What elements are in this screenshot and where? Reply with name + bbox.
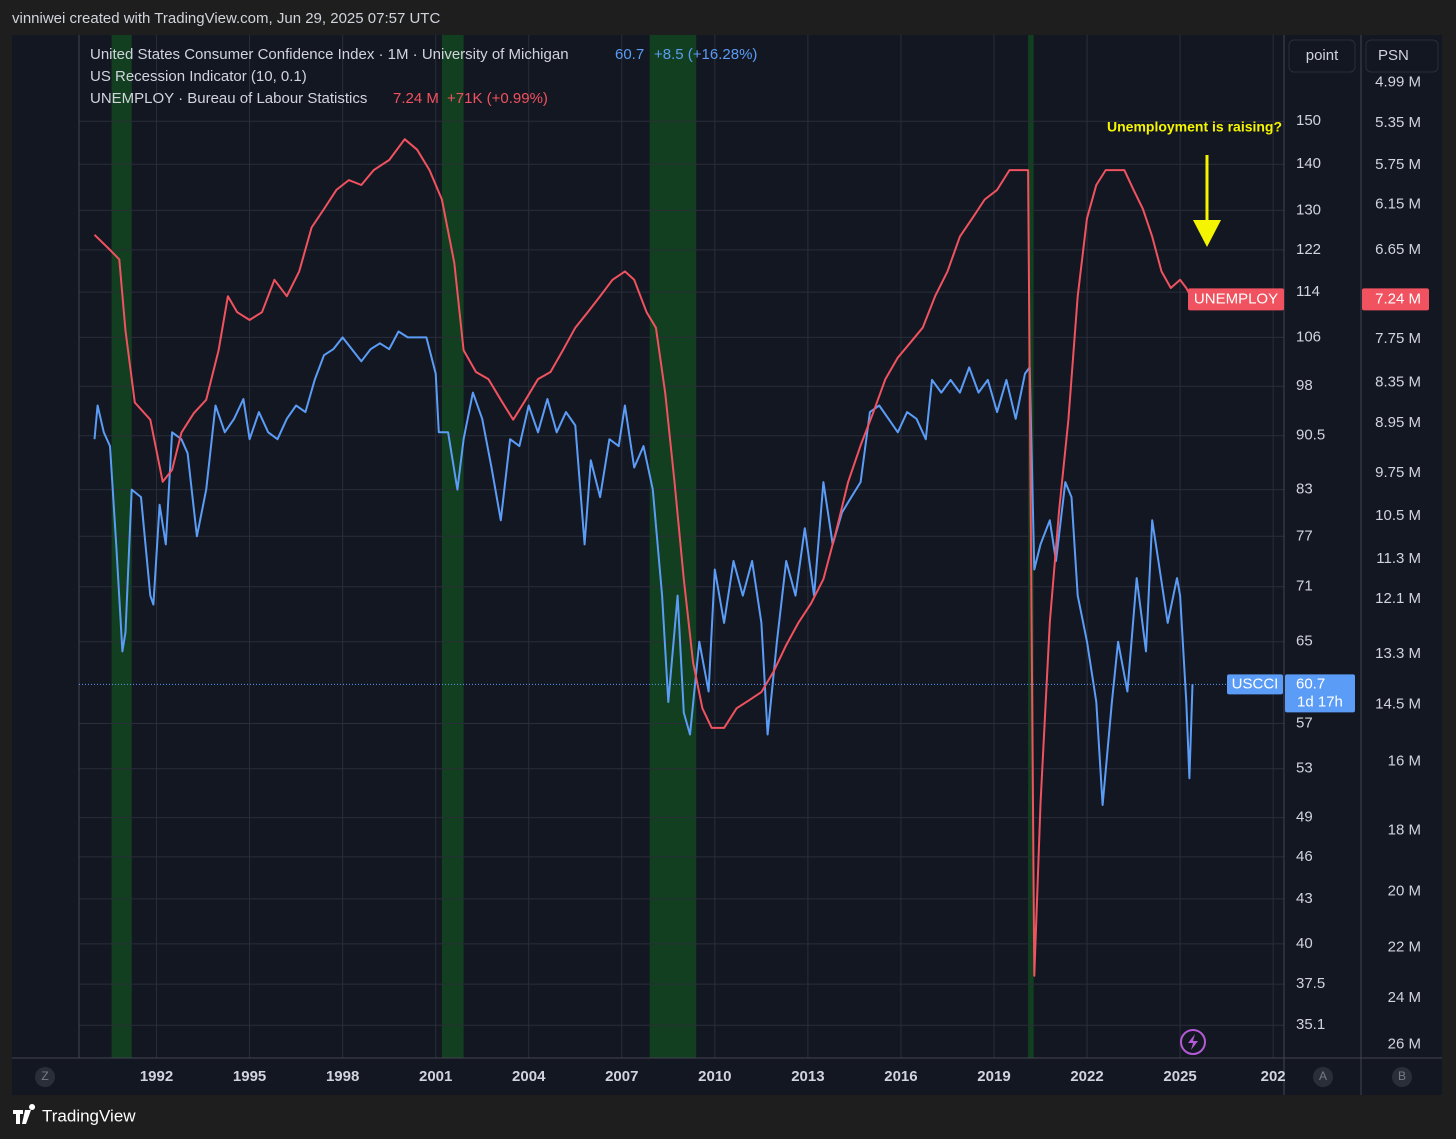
y-tick-label: 114: [1296, 283, 1320, 300]
y2-tick-label: 8.95 M: [1375, 414, 1421, 431]
x-tick-label: 2016: [884, 1068, 917, 1085]
legend-value: 60.7: [615, 46, 644, 63]
y-tick-label: 106: [1296, 328, 1321, 345]
x-tick-label: 2007: [605, 1068, 638, 1085]
y-tick-label: 130: [1296, 201, 1321, 218]
last-value-label: [1285, 674, 1355, 713]
x-tick-label: 202: [1261, 1068, 1286, 1085]
scale-button-label[interactable]: B: [1398, 1069, 1406, 1083]
logo: [13, 1104, 36, 1124]
y2-tick-label: 26 M: [1388, 1036, 1421, 1053]
y2-tick-label: 22 M: [1388, 938, 1421, 955]
x-tick-label: 1992: [140, 1068, 173, 1085]
y-tick-label: 71: [1296, 578, 1313, 595]
series-name-text: USCCI: [1232, 675, 1279, 692]
y-tick-label: 83: [1296, 481, 1313, 498]
y-tick-label: 57: [1296, 714, 1313, 731]
series-name-label: [1188, 288, 1284, 311]
y2-tick-label: 4.99 M: [1375, 73, 1421, 90]
y2-tick-label: 13.3 M: [1375, 645, 1421, 662]
zoom-button-label[interactable]: Z: [41, 1069, 48, 1083]
y2-tick-label: 18 M: [1388, 821, 1421, 838]
y-tick-label: 140: [1296, 155, 1321, 172]
alert-icon[interactable]: [1180, 1029, 1206, 1055]
legend-title: UNEMPLOY · Bureau of Labour Statistics: [90, 90, 367, 107]
y2-tick-label: 20 M: [1388, 883, 1421, 900]
annotation-arrowhead: [1193, 220, 1221, 247]
y-tick-label: 150: [1296, 112, 1321, 129]
y2-tick-label: 12.1 M: [1375, 590, 1421, 607]
series-name-label: [1227, 674, 1283, 695]
y2-tick-label: 7.75 M: [1375, 330, 1421, 347]
series-line: [93, 330, 1194, 806]
series-name-text: UNEMPLOY: [1194, 290, 1278, 307]
y2-tick-label: 16 M: [1388, 753, 1421, 770]
last-value-label: [1362, 288, 1429, 311]
y-tick-label: 122: [1296, 241, 1321, 258]
last-value-text: 7.24 M: [1375, 290, 1421, 307]
y2-tick-label: 6.15 M: [1375, 195, 1421, 212]
x-tick-label: 1995: [233, 1068, 266, 1085]
x-tick-label: 2001: [419, 1068, 452, 1085]
y2-tick-label: 10.5 M: [1375, 507, 1421, 524]
y2-tick-label: 11.3 M: [1376, 550, 1421, 567]
legend-title: United States Consumer Confidence Index …: [90, 46, 569, 63]
y2-tick-label: 14.5 M: [1375, 695, 1421, 712]
y-tick-label: 43: [1296, 890, 1313, 907]
recession-band: [649, 35, 697, 1058]
legend-change: +8.5 (+16.28%): [654, 46, 757, 63]
series-line: [93, 138, 1194, 977]
x-tick-label: 2022: [1070, 1068, 1103, 1085]
x-tick-label: 2025: [1163, 1068, 1196, 1085]
y-tick-label: 46: [1296, 848, 1313, 865]
auto-button-label[interactable]: A: [1319, 1069, 1327, 1083]
y-tick-label: 98: [1296, 377, 1313, 394]
legend-title: US Recession Indicator (10, 0.1): [90, 68, 307, 85]
footer-brand: TradingView: [42, 1106, 136, 1125]
y2-tick-label: 5.35 M: [1375, 114, 1421, 131]
y-tick-label: 40: [1296, 935, 1313, 952]
y-tick-label: 90.5: [1296, 427, 1325, 444]
style-button-label[interactable]: point: [1306, 47, 1339, 64]
chart-pane: [12, 35, 1442, 1095]
y-tick-label: 49: [1296, 809, 1313, 826]
symbol-button-label[interactable]: PSN: [1378, 47, 1409, 64]
x-tick-label: 2019: [977, 1068, 1010, 1085]
y2-tick-label: 6.65 M: [1375, 241, 1421, 258]
scale-button[interactable]: [1392, 1067, 1412, 1087]
y2-tick-label: 9.75 M: [1375, 464, 1421, 481]
y-tick-label: 65: [1296, 633, 1313, 650]
alert-icon-bolt: [1188, 1034, 1198, 1050]
recession-band: [111, 35, 132, 1058]
legend-change: +71K (+0.99%): [447, 90, 548, 107]
annotation: Unemployment is raising?: [1107, 119, 1282, 135]
y2-tick-label: 8.35 M: [1375, 374, 1421, 391]
symbol-button[interactable]: [1365, 39, 1439, 73]
countdown-text: 1d 17h: [1297, 693, 1343, 710]
x-tick-label: 1998: [326, 1068, 359, 1085]
auto-button[interactable]: [1313, 1067, 1333, 1087]
y2-tick-label: 24 M: [1388, 989, 1421, 1006]
legend-value: 7.24 M: [393, 90, 439, 107]
y-tick-label: 35.1: [1296, 1016, 1325, 1033]
x-tick-label: 2010: [698, 1068, 731, 1085]
recession-band: [441, 35, 464, 1058]
zoom-button[interactable]: [35, 1067, 55, 1087]
last-value-text: 60.7: [1296, 675, 1325, 692]
x-tick-label: 2013: [791, 1068, 824, 1085]
header: vinniwei created with TradingView.com, J…: [12, 10, 440, 27]
style-button[interactable]: [1288, 39, 1356, 73]
y-tick-label: 77: [1296, 527, 1313, 544]
y2-tick-label: 5.75 M: [1375, 156, 1421, 173]
y-tick-label: 53: [1296, 760, 1313, 777]
y-tick-label: 37.5: [1296, 975, 1325, 992]
x-tick-label: 2004: [512, 1068, 546, 1085]
